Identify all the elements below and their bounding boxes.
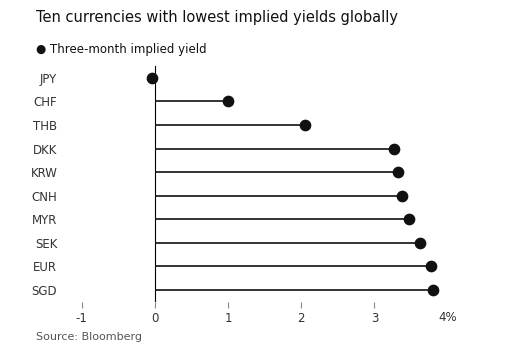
Point <box>405 217 413 222</box>
Text: 4%: 4% <box>438 311 457 324</box>
Point <box>390 146 398 151</box>
Point <box>416 240 424 246</box>
Point <box>427 264 435 269</box>
Point <box>148 75 156 81</box>
Point <box>301 122 309 128</box>
Point <box>397 193 406 198</box>
Text: Ten currencies with lowest implied yields globally: Ten currencies with lowest implied yield… <box>36 10 398 25</box>
Point <box>224 99 232 104</box>
Text: Source: Bloomberg: Source: Bloomberg <box>36 332 142 342</box>
Point <box>429 287 437 293</box>
Point <box>394 169 402 175</box>
Text: ● Three-month implied yield: ● Three-month implied yield <box>36 43 207 56</box>
